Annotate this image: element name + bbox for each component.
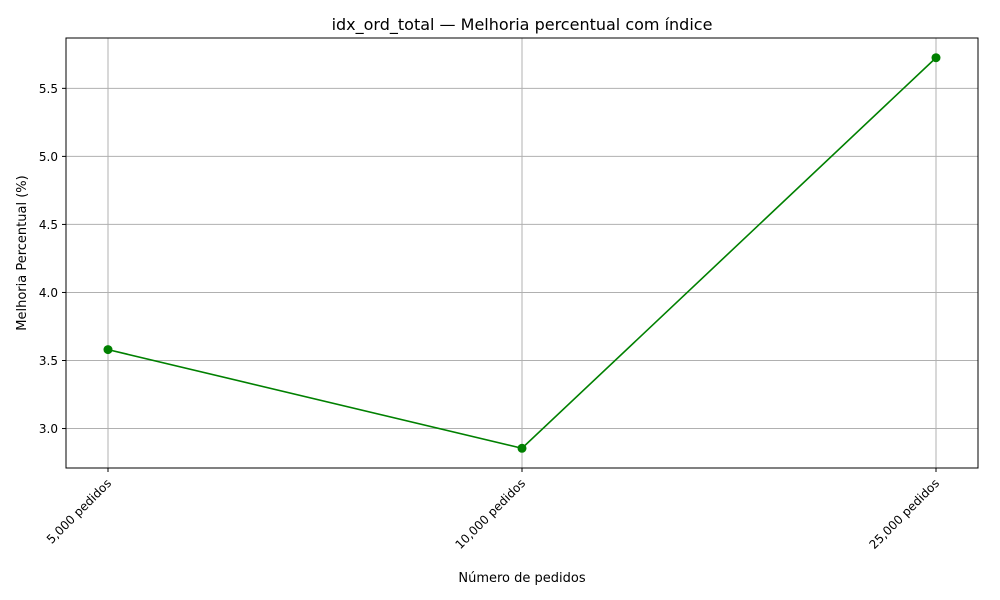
- y-tick-label: 3.5: [39, 354, 58, 368]
- x-axis-label: Número de pedidos: [458, 571, 585, 586]
- chart-title: idx_ord_total — Melhoria percentual com …: [332, 15, 713, 35]
- series-layer: [103, 53, 941, 453]
- y-tick-label: 4.0: [39, 286, 58, 300]
- x-tick-label: 25,000 pedidos: [866, 476, 942, 552]
- y-tick-label: 5.0: [39, 150, 58, 164]
- data-point: [103, 345, 113, 355]
- y-tick-label: 4.5: [39, 218, 58, 232]
- gridlines: [66, 38, 978, 468]
- x-axis: 5,000 pedidos 10,000 pedidos 25,000 pedido…: [44, 468, 942, 552]
- y-axis: 3.0 3.5 4.0 4.5 5.0 5.5: [39, 82, 66, 436]
- y-axis-label: Melhoria Percentual (%): [15, 175, 30, 330]
- y-tick-label: 3.0: [39, 422, 58, 436]
- x-tick-label: 5,000 pedidos: [44, 476, 114, 546]
- data-point: [931, 53, 941, 63]
- y-tick-label: 5.5: [39, 82, 58, 96]
- data-point: [517, 443, 527, 453]
- x-tick-label: 10,000 pedidos: [452, 476, 528, 552]
